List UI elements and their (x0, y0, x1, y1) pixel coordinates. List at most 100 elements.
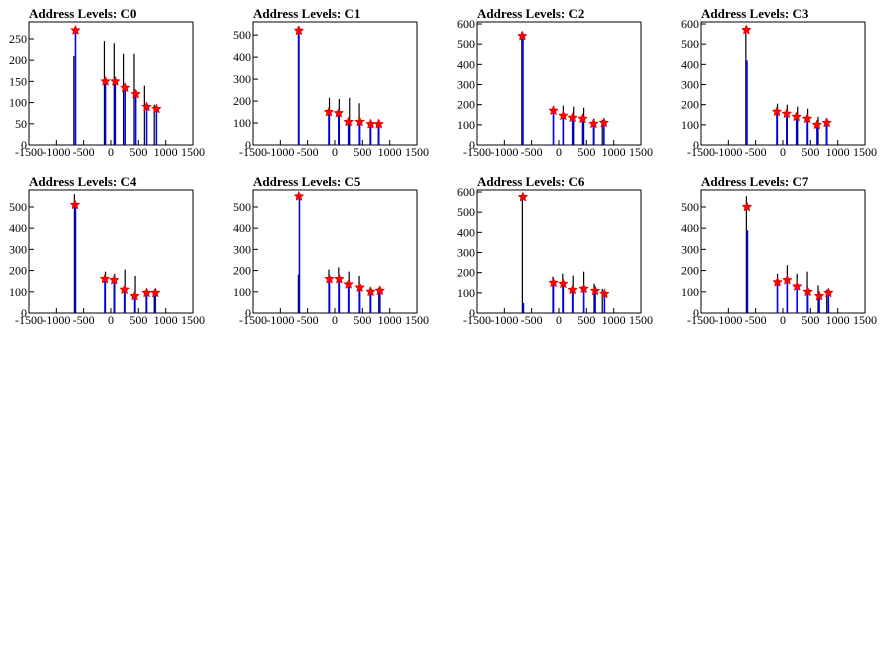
peak-marker (323, 106, 335, 117)
y-tick-label: 500 (457, 205, 475, 219)
x-tick-label: 1000 (602, 313, 626, 327)
x-tick-label: 500 (577, 145, 595, 159)
peak-marker (374, 285, 386, 296)
chart-title: Address Levels: C6 (477, 174, 585, 189)
x-tick-label: -1500 (15, 313, 43, 327)
x-tick-label: -500 (745, 313, 767, 327)
y-tick-label: 100 (681, 118, 699, 132)
x-tick-label: 0 (108, 145, 114, 159)
x-tick-label: -500 (297, 145, 319, 159)
y-tick-label: 400 (9, 221, 27, 235)
x-tick-label: 1500 (629, 145, 653, 159)
y-tick-label: 200 (681, 264, 699, 278)
peak-marker (343, 116, 355, 127)
peak-marker (99, 273, 111, 284)
y-tick-label: 200 (681, 98, 699, 112)
x-tick-label: 0 (332, 313, 338, 327)
y-tick-label: 100 (9, 285, 27, 299)
peak-marker (740, 24, 752, 35)
y-tick-label: 400 (457, 57, 475, 71)
x-tick-label: 1000 (154, 313, 178, 327)
y-tick-label: 300 (681, 78, 699, 92)
y-tick-label: 100 (681, 285, 699, 299)
y-tick-label: 200 (457, 266, 475, 280)
peak-marker (119, 284, 130, 295)
peak-marker (791, 111, 802, 122)
x-tick-label: 500 (129, 145, 147, 159)
y-tick-label: 200 (9, 264, 27, 278)
peak-marker (557, 278, 569, 289)
peak-marker (567, 284, 579, 295)
x-tick-label: 1500 (405, 313, 429, 327)
chart-panel-5: Address Levels: C50100200300400500-1500-… (233, 174, 429, 327)
x-tick-label: 500 (577, 313, 595, 327)
y-tick-label: 0 (21, 306, 27, 320)
chart-title: Address Levels: C7 (701, 174, 809, 189)
peak-marker (781, 274, 793, 285)
peak-marker (354, 281, 366, 293)
y-tick-label: 400 (681, 221, 699, 235)
x-tick-label: 1000 (826, 145, 850, 159)
y-tick-label: 500 (457, 37, 475, 51)
x-tick-label: -1000 (714, 313, 742, 327)
peak-marker (801, 113, 813, 124)
peak-marker (149, 287, 161, 298)
x-tick-label: -1500 (687, 145, 715, 159)
y-tick-label: 200 (457, 98, 475, 112)
y-tick-label: 0 (693, 306, 699, 320)
x-tick-label: -1000 (42, 145, 70, 159)
x-tick-label: 0 (108, 313, 114, 327)
y-tick-label: 500 (9, 200, 27, 214)
y-tick-label: 100 (457, 286, 475, 300)
chart-title: Address Levels: C1 (253, 6, 360, 21)
peak-marker (516, 30, 528, 41)
y-tick-label: 200 (233, 264, 251, 278)
x-tick-label: 500 (353, 145, 371, 159)
x-tick-label: 1500 (181, 145, 205, 159)
x-tick-label: -1500 (239, 313, 267, 327)
peak-marker (557, 110, 569, 121)
chart-panel-6: Address Levels: C6 0 100 200 300 400 500 600 -15… (457, 174, 653, 327)
chart-panel-2: Address Levels: C2 0 100 200 300 400 500 600 -15… (457, 6, 653, 159)
plot-frame (700, 21, 866, 146)
peak-marker (589, 285, 601, 296)
x-tick-label: 1500 (181, 313, 205, 327)
x-tick-label: -1500 (15, 145, 43, 159)
y-tick-label: 250 (9, 32, 27, 46)
x-tick-label: 500 (129, 313, 147, 327)
y-tick-label: 500 (681, 200, 699, 214)
x-tick-label: 0 (332, 145, 338, 159)
chart-title: Address Levels: C5 (253, 174, 361, 189)
peak-marker (333, 273, 345, 284)
y-tick-label: 600 (457, 17, 475, 31)
x-tick-label: 0 (780, 145, 786, 159)
peak-marker (333, 107, 345, 118)
x-tick-label: 0 (556, 145, 562, 159)
plot-frame (252, 189, 418, 314)
x-tick-label: -500 (73, 313, 95, 327)
peak-marker (741, 201, 753, 212)
peak-marker (141, 101, 152, 112)
peak-marker (517, 191, 529, 202)
x-tick-label: -1500 (239, 145, 267, 159)
y-tick-label: 300 (457, 78, 475, 92)
peak-marker (130, 88, 142, 99)
x-tick-label: 500 (353, 313, 371, 327)
y-tick-label: 100 (233, 116, 251, 130)
x-tick-label: -1500 (687, 313, 715, 327)
y-tick-label: 500 (233, 28, 251, 42)
peak-marker (548, 105, 559, 116)
peak-marker (588, 118, 599, 129)
peak-marker (548, 277, 559, 288)
y-tick-label: 400 (233, 50, 251, 64)
y-tick-label: 0 (21, 138, 27, 152)
peak-marker (70, 24, 81, 36)
y-tick-label: 0 (469, 138, 475, 152)
x-tick-label: -1000 (266, 145, 294, 159)
y-tick-label: 400 (681, 57, 699, 71)
peak-marker (324, 273, 335, 284)
y-tick-label: 0 (245, 138, 251, 152)
y-tick-label: 500 (681, 37, 699, 51)
chart-title: Address Levels: C0 (29, 6, 136, 21)
y-tick-label: 400 (233, 221, 251, 235)
